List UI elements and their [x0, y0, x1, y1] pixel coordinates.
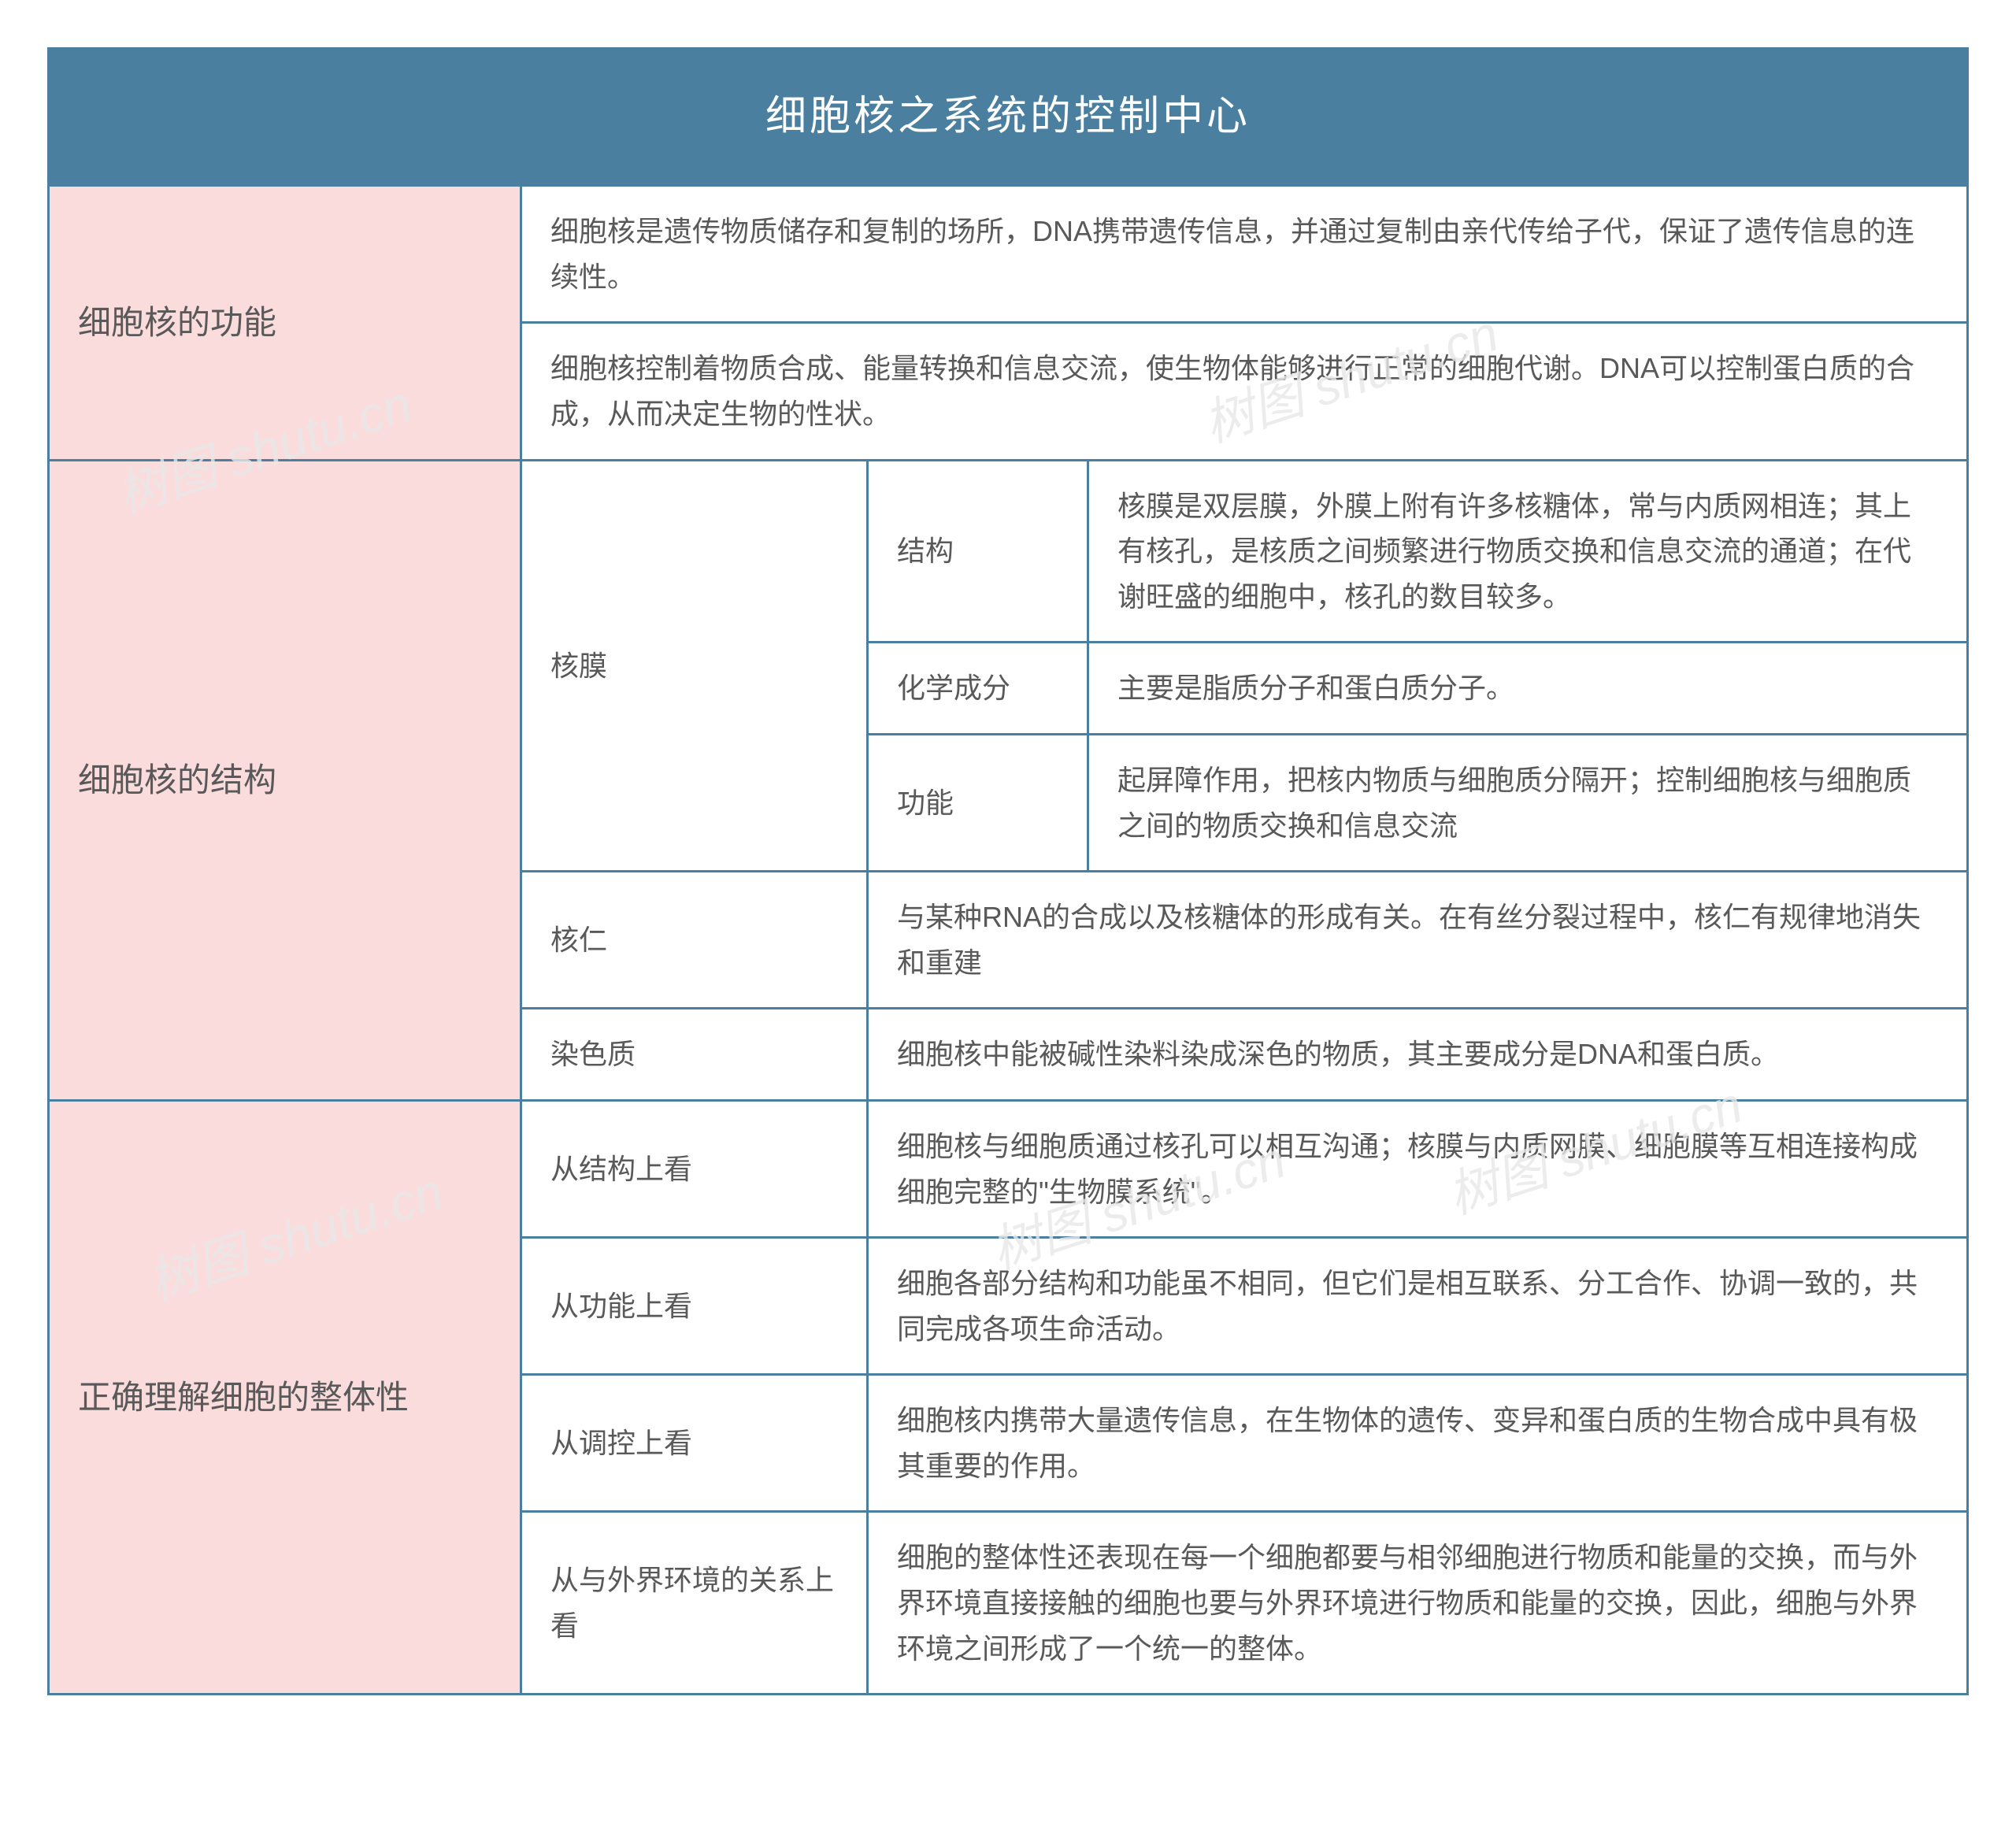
- content-table: 细胞核之系统的控制中心 细胞核的功能 细胞核是遗传物质储存和复制的场所，DNA携…: [47, 47, 1969, 1695]
- cell-key: 从功能上看: [521, 1238, 868, 1375]
- cell-chromatin: 染色质: [521, 1009, 868, 1101]
- cell-key: 从结构上看: [521, 1100, 868, 1237]
- cell-text: 细胞核内携带大量遗传信息，在生物体的遗传、变异和蛋白质的生物合成中具有极其重要的…: [868, 1375, 1968, 1512]
- cell-text: 细胞核与细胞质通过核孔可以相互沟通；核膜与内质网膜、细胞膜等互相连接构成细胞完整…: [868, 1100, 1968, 1237]
- cell-text: 细胞各部分结构和功能虽不相同，但它们是相互联系、分工合作、协调一致的，共同完成各…: [868, 1238, 1968, 1375]
- table-row: 正确理解细胞的整体性 从结构上看 细胞核与细胞质通过核孔可以相互沟通；核膜与内质…: [49, 1100, 1968, 1237]
- cell-key: 从调控上看: [521, 1375, 868, 1512]
- cell-key: 从与外界环境的关系上看: [521, 1512, 868, 1695]
- cell-text: 细胞的整体性还表现在每一个细胞都要与相邻细胞进行物质和能量的交换，而与外界环境直…: [868, 1512, 1968, 1695]
- section-label-functions: 细胞核的功能: [49, 186, 521, 460]
- cell-text: 主要是脂质分子和蛋白质分子。: [1088, 643, 1968, 735]
- table-row: 细胞核的结构 核膜 结构 核膜是双层膜，外膜上附有许多核糖体，常与内质网相连；其…: [49, 460, 1968, 643]
- cell-text: 细胞核中能被碱性染料染成深色的物质，其主要成分是DNA和蛋白质。: [868, 1009, 1968, 1101]
- cell-nucleolus: 核仁: [521, 872, 868, 1009]
- section-label-integrity: 正确理解细胞的整体性: [49, 1100, 521, 1694]
- cell-key: 化学成分: [868, 643, 1088, 735]
- document-wrap: 树图 shutu.cn 树图 shutu.cn 树图 shutu.cn 树图 s…: [47, 47, 1969, 1695]
- table-row: 细胞核的功能 细胞核是遗传物质储存和复制的场所，DNA携带遗传信息，并通过复制由…: [49, 186, 1968, 323]
- cell-text: 细胞核控制着物质合成、能量转换和信息交流，使生物体能够进行正常的细胞代谢。DNA…: [521, 323, 1968, 460]
- page-title: 细胞核之系统的控制中心: [49, 49, 1968, 186]
- title-row: 细胞核之系统的控制中心: [49, 49, 1968, 186]
- cell-key: 功能: [868, 734, 1088, 871]
- cell-text: 核膜是双层膜，外膜上附有许多核糖体，常与内质网相连；其上有核孔，是核质之间频繁进…: [1088, 460, 1968, 643]
- cell-text: 细胞核是遗传物质储存和复制的场所，DNA携带遗传信息，并通过复制由亲代传给子代，…: [521, 186, 1968, 323]
- cell-key: 结构: [868, 460, 1088, 643]
- cell-membrane: 核膜: [521, 460, 868, 872]
- section-label-structure: 细胞核的结构: [49, 460, 521, 1100]
- cell-text: 与某种RNA的合成以及核糖体的形成有关。在有丝分裂过程中，核仁有规律地消失和重建: [868, 872, 1968, 1009]
- cell-text: 起屏障作用，把核内物质与细胞质分隔开；控制细胞核与细胞质之间的物质交换和信息交流: [1088, 734, 1968, 871]
